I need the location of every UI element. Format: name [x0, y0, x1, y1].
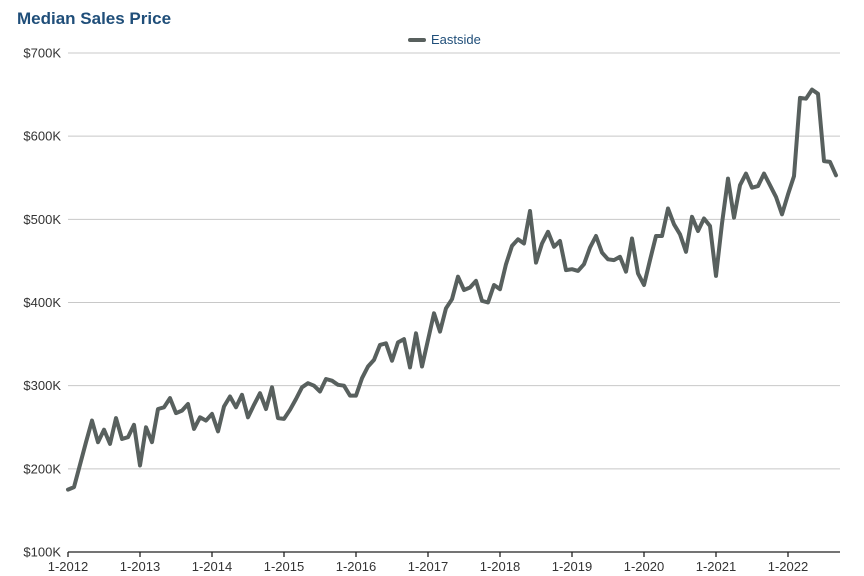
y-tick-label: $200K [23, 461, 61, 476]
chart-title: Median Sales Price [17, 9, 172, 28]
y-tick-label: $500K [23, 212, 61, 227]
series-line-eastside [66, 87, 838, 492]
x-tick-label: 1-2015 [264, 559, 304, 574]
x-tick-label: 1-2013 [120, 559, 160, 574]
x-tick-label: 1-2016 [336, 559, 376, 574]
tick-labels: $100K $200K $300K $400K $500K $600K $700K 1-201… [23, 46, 808, 575]
y-tick-label: $300K [23, 378, 61, 393]
series-lines [66, 87, 838, 492]
x-tick-label: 1-2018 [480, 559, 520, 574]
x-tick-label: 1-2019 [552, 559, 592, 574]
x-tick-label: 1-2014 [192, 559, 232, 574]
x-tick-label: 1-2020 [624, 559, 664, 574]
x-tick-label: 1-2017 [408, 559, 448, 574]
y-tick-label: $600K [23, 129, 61, 144]
x-tick-label: 1-2021 [696, 559, 736, 574]
y-tick-label: $400K [23, 295, 61, 310]
y-tick-label: $700K [23, 46, 61, 61]
legend: Eastside [408, 32, 481, 47]
gridlines [68, 52, 840, 470]
x-tick-label: 1-2012 [48, 559, 88, 574]
legend-swatch [408, 37, 426, 42]
axes [67, 551, 840, 557]
x-tick-label: 1-2022 [768, 559, 808, 574]
y-tick-label: $100K [23, 545, 61, 560]
legend-label-eastside: Eastside [431, 32, 481, 47]
